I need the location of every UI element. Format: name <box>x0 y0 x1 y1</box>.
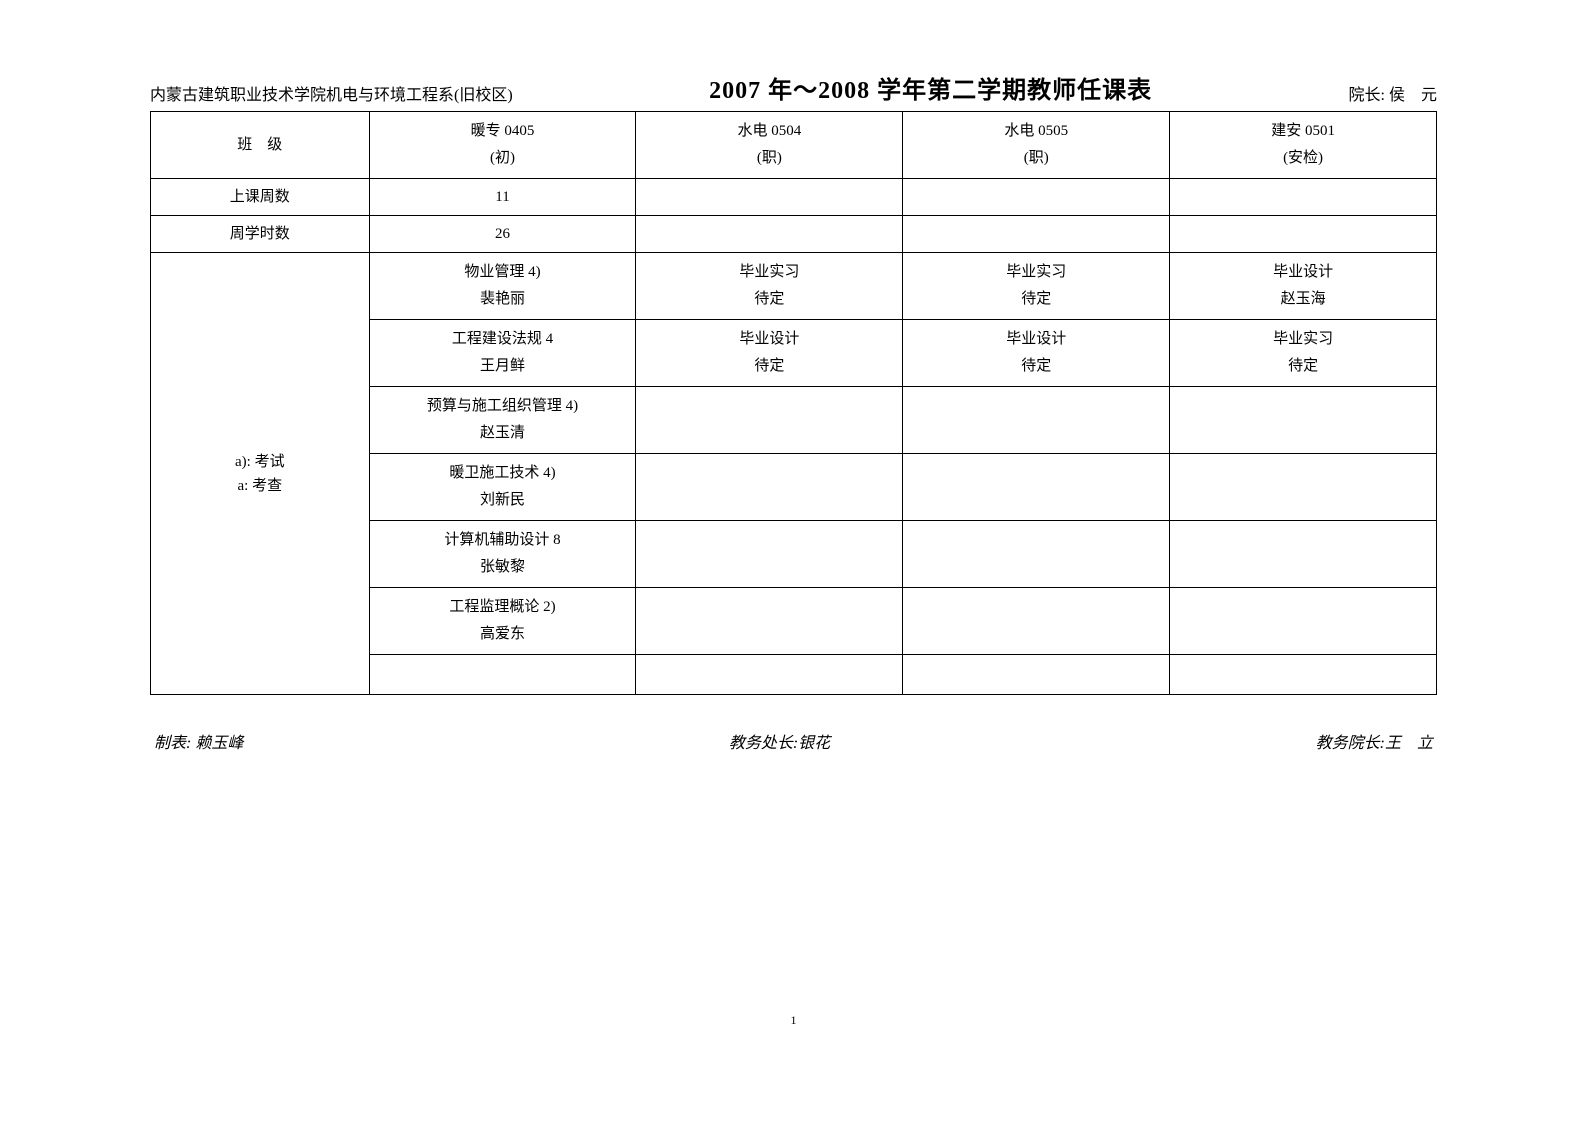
row-header-weeks: 上课周数 <box>151 179 370 216</box>
course-cell <box>1170 387 1437 454</box>
page-title: 2007 年～2008 学年第二学期教师任课表 <box>513 70 1349 105</box>
header-row: 内蒙古建筑职业技术学院机电与环境工程系(旧校区) 2007 年～2008 学年第… <box>150 70 1437 105</box>
teacher-name: 张敏黎 <box>480 559 525 575</box>
course-cell <box>636 655 903 695</box>
weeks-cell <box>1170 179 1437 216</box>
class-name: 水电 0504 <box>737 123 801 139</box>
course-cell <box>369 655 636 695</box>
course-cell: 毕业设计待定 <box>636 320 903 387</box>
teacher-course-table: 班 级 暖专 0405 (初) 水电 0504 (职) 水电 0505 (职) … <box>150 111 1437 695</box>
row-header-exam: a): 考试 a: 考查 <box>151 253 370 695</box>
dean-name: 侯 元 <box>1389 87 1437 104</box>
course-cell <box>903 588 1170 655</box>
exam-label-1: a): 考试 <box>235 454 285 470</box>
class-sub: (职) <box>757 150 782 166</box>
footer-director: 教务处长:银花 <box>729 729 830 753</box>
class-sub: (职) <box>1024 150 1049 166</box>
teacher-name: 赵玉海 <box>1281 291 1326 307</box>
class-name: 水电 0505 <box>1004 123 1068 139</box>
course-cell: 计算机辅助设计 8 张敏黎 <box>369 521 636 588</box>
class-name: 暖专 0405 <box>471 123 535 139</box>
weeks-cell: 11 <box>369 179 636 216</box>
exam-label-2: a: 考查 <box>238 478 283 494</box>
course-name: 预算与施工组织管理 4) <box>427 398 578 414</box>
course-cell <box>903 521 1170 588</box>
course-cell <box>903 387 1170 454</box>
dean-label: 院长: 侯 元 <box>1349 81 1437 105</box>
course-cell: 工程建设法规 4 王月鲜 <box>369 320 636 387</box>
teacher-name: 待定 <box>1288 358 1318 374</box>
course-name: 工程监理概论 2) <box>449 599 555 615</box>
teacher-name: 待定 <box>754 291 784 307</box>
teacher-name: 裴艳丽 <box>480 291 525 307</box>
course-cell <box>1170 521 1437 588</box>
footer-row: 制表: 赖玉峰 教务处长:银花 教务院长:王 立 <box>150 729 1437 753</box>
course-cell: 毕业设计待定 <box>903 320 1170 387</box>
class-cell: 暖专 0405 (初) <box>369 112 636 179</box>
footer-dean: 教务院长:王 立 <box>1316 729 1433 753</box>
course-cell <box>903 454 1170 521</box>
course-cell <box>903 655 1170 695</box>
course-cell <box>636 521 903 588</box>
course-name: 工程建设法规 4 <box>452 331 553 347</box>
teacher-name: 待定 <box>754 358 784 374</box>
row-header-hours: 周学时数 <box>151 216 370 253</box>
course-cell: 毕业实习待定 <box>636 253 903 320</box>
footer-maker: 制表: 赖玉峰 <box>154 729 243 753</box>
teacher-name: 王月鲜 <box>480 358 525 374</box>
course-name: 毕业设计 <box>1006 331 1066 347</box>
class-sub: (初) <box>490 150 515 166</box>
teacher-name: 刘新民 <box>480 492 525 508</box>
hours-cell <box>1170 216 1437 253</box>
course-cell: 物业管理 4) 裴艳丽 <box>369 253 636 320</box>
class-cell: 水电 0504 (职) <box>636 112 903 179</box>
hours-cell <box>636 216 903 253</box>
page-number: 1 <box>150 1013 1437 1028</box>
teacher-name: 高爱东 <box>480 626 525 642</box>
department-name: 内蒙古建筑职业技术学院机电与环境工程系(旧校区) <box>150 81 513 105</box>
course-name: 毕业设计 <box>1273 264 1333 280</box>
class-sub: (安检) <box>1283 150 1323 166</box>
course-cell <box>1170 588 1437 655</box>
class-cell: 建安 0501 (安检) <box>1170 112 1437 179</box>
course-cell: 毕业设计赵玉海 <box>1170 253 1437 320</box>
course-cell: 毕业实习待定 <box>903 253 1170 320</box>
course-name: 计算机辅助设计 8 <box>444 532 560 548</box>
course-name: 物业管理 4) <box>464 264 540 280</box>
table-row-weeks: 上课周数 11 <box>151 179 1437 216</box>
course-cell <box>636 588 903 655</box>
course-cell <box>1170 454 1437 521</box>
class-cell: 水电 0505 (职) <box>903 112 1170 179</box>
course-name: 毕业实习 <box>739 264 799 280</box>
course-name: 毕业实习 <box>1006 264 1066 280</box>
course-cell <box>1170 655 1437 695</box>
table-row-class: 班 级 暖专 0405 (初) 水电 0504 (职) 水电 0505 (职) … <box>151 112 1437 179</box>
table-row-course: a): 考试 a: 考查 物业管理 4)裴艳丽 毕业实习待定 毕业实习待定 毕业… <box>151 253 1437 320</box>
course-cell <box>636 454 903 521</box>
course-name: 毕业设计 <box>739 331 799 347</box>
course-cell: 暖卫施工技术 4) 刘新民 <box>369 454 636 521</box>
course-cell: 工程监理概论 2) 高爱东 <box>369 588 636 655</box>
course-cell: 毕业实习待定 <box>1170 320 1437 387</box>
course-name: 暖卫施工技术 4) <box>449 465 555 481</box>
class-name: 建安 0501 <box>1271 123 1335 139</box>
teacher-name: 待定 <box>1021 358 1051 374</box>
course-name: 毕业实习 <box>1273 331 1333 347</box>
course-cell: 预算与施工组织管理 4) 赵玉清 <box>369 387 636 454</box>
course-cell <box>636 387 903 454</box>
teacher-name: 待定 <box>1021 291 1051 307</box>
row-header-class: 班 级 <box>151 112 370 179</box>
hours-cell: 26 <box>369 216 636 253</box>
weeks-cell <box>636 179 903 216</box>
teacher-name: 赵玉清 <box>480 425 525 441</box>
weeks-cell <box>903 179 1170 216</box>
table-row-hours: 周学时数 26 <box>151 216 1437 253</box>
hours-cell <box>903 216 1170 253</box>
dean-label-text: 院长: <box>1349 87 1385 104</box>
